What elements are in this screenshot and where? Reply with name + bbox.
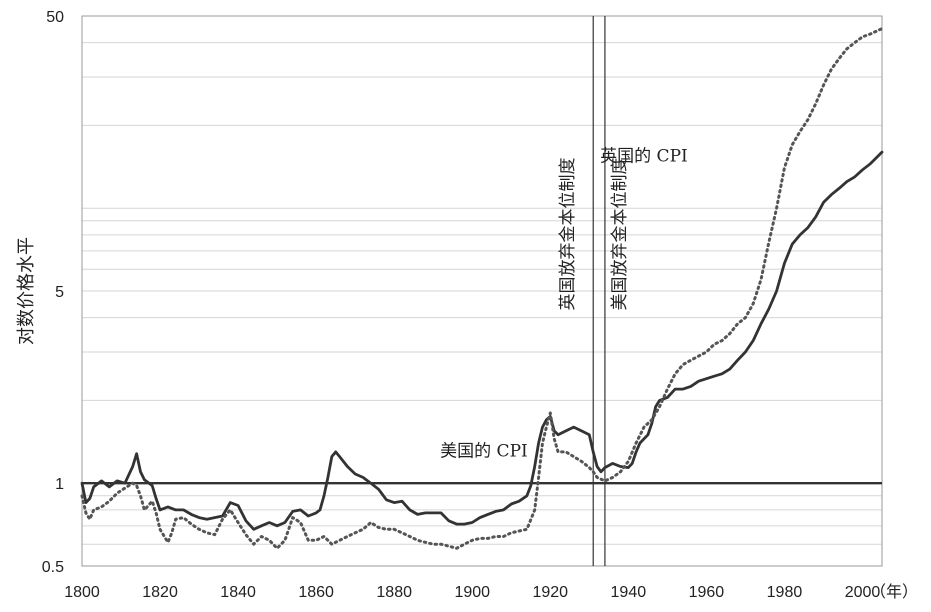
x-tick-label: 1900 — [454, 584, 490, 601]
series-annotation: 英国的 CPI — [600, 146, 688, 166]
y-tick-label: 50 — [46, 9, 64, 26]
gold-standard-marker-label: 英国放弃金本位制度 — [558, 158, 578, 311]
series-annotation: 美国的 CPI — [440, 442, 528, 462]
x-axis-tick-labels: 1800 1820 1840 1860 1880 1900 1920 1940 1960 1980… — [64, 584, 880, 601]
x-tick-label: 1960 — [689, 584, 725, 601]
x-tick-label: 1800 — [64, 584, 100, 601]
gold-standard-markers: 英国放弃金本位制度 美国放弃金本位制度 — [558, 16, 630, 566]
series-line-uk-cpi — [80, 27, 884, 550]
y-tick-label: 1 — [55, 476, 64, 493]
x-tick-label: 1940 — [611, 584, 647, 601]
x-tick-label: 1860 — [298, 584, 334, 601]
x-tick-label: 1980 — [767, 584, 803, 601]
y-tick-label: 0.5 — [42, 559, 64, 576]
x-tick-label: 1840 — [220, 584, 256, 601]
x-tick-label: 1920 — [532, 584, 568, 601]
x-tick-label: 1820 — [142, 584, 178, 601]
x-axis-unit: （年） — [870, 583, 918, 601]
plot-border — [81, 15, 883, 567]
series-annotations: 美国的 CPI 英国的 CPI — [440, 146, 688, 461]
x-tick-label: 1880 — [376, 584, 412, 601]
series-lines — [80, 27, 884, 550]
y-axis-label: 对数价格水平 — [16, 237, 37, 345]
series-line-us-cpi — [80, 150, 884, 531]
gold-standard-marker-label: 美国放弃金本位制度 — [610, 158, 630, 311]
y-tick-label: 5 — [55, 284, 64, 301]
x-tick-label: 2000 — [845, 584, 881, 601]
y-axis-tick-labels: 0.5 1 5 50 — [42, 9, 64, 576]
